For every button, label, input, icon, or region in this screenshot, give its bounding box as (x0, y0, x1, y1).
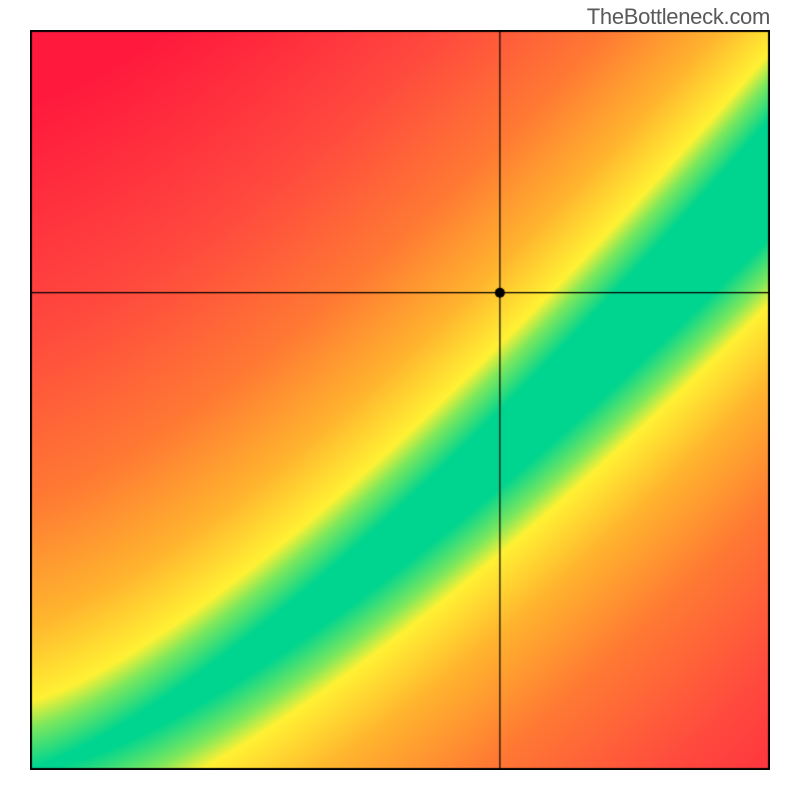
attribution-text: TheBottleneck.com (587, 4, 770, 30)
bottleneck-heatmap (30, 30, 770, 770)
chart-container: TheBottleneck.com (0, 0, 800, 800)
